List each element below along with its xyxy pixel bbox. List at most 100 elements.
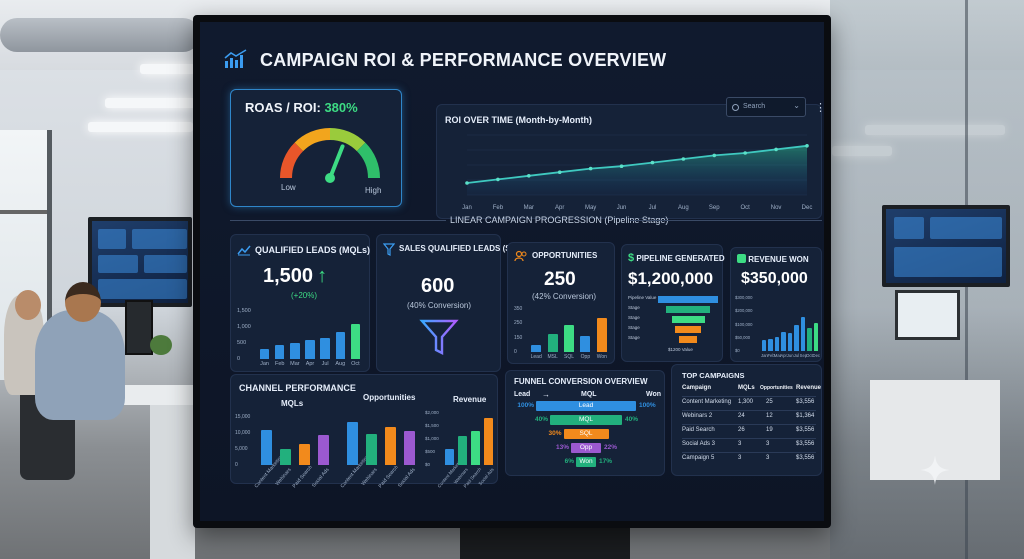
x-tick-label: Jul [321, 361, 329, 367]
more-options-icon[interactable]: ⋮ [815, 102, 826, 114]
roi-month-label: Sep [709, 205, 720, 211]
bar [298, 444, 311, 465]
roi-month-label: Apr [555, 205, 564, 211]
x-tick-label: Opp [580, 354, 591, 360]
mql-card[interactable]: QUALIFIED LEADS (MQLs) 1,500 ↑ (+20%) 1,5… [230, 234, 370, 372]
revenue-title: REVENUE WON [737, 254, 809, 264]
y-tick-label: 250 [514, 320, 523, 327]
roi-point [619, 164, 624, 168]
opportunities-card[interactable]: OPPORTUNITIES 250 (42% Conversion) 350 25… [507, 242, 615, 364]
filter-icon [383, 243, 395, 256]
table-cell: $1,364 [796, 413, 815, 419]
roi-point [774, 147, 778, 152]
sql-card[interactable]: SALES QUALIFIED LEADS (SQLs) 600 (40% Co… [376, 234, 529, 372]
search-box[interactable]: Search ⌄ [726, 97, 806, 117]
opportunities-conversion: (42% Conversion) [532, 292, 597, 301]
y-tick-label: $100,000 [735, 321, 753, 327]
funnel-right-pct: 17% [599, 458, 613, 465]
funnel-bar: SQL [563, 429, 609, 439]
funnel-conversion-card[interactable]: FUNNEL CONVERSION OVERVIEW Lead → MQL Wo… [505, 370, 665, 476]
channel-performance-card[interactable]: CHANNEL PERFORMANCE MQLs Opportunities R… [230, 374, 498, 489]
channel-mqls-label: MQLs [281, 399, 304, 408]
pc-monitor [895, 290, 960, 340]
table-cell: Paid Search [682, 427, 715, 433]
ceiling-duct [0, 18, 200, 52]
chart-logo-icon [224, 49, 247, 68]
table-rule [682, 396, 816, 397]
revenue-bar-chart: $300,000 $200,000 $100,000 $50,000 $0 Jan Feb M… [735, 294, 821, 360]
roas-card[interactable]: ROAS / ROI: 380% Low High [230, 89, 402, 207]
table-cell: 3 [738, 441, 742, 447]
x-tick-label: Content Marketing [253, 454, 284, 490]
pipeline-row-label: Stage [628, 335, 640, 340]
roas-label: ROAS / ROI: [245, 100, 325, 115]
funnel-right-pct: 22% [604, 444, 618, 451]
top-campaigns-title: TOP CAMPAIGNS [682, 371, 745, 380]
y-tick-label: 500 [237, 340, 247, 346]
x-tick-label: Aug [335, 361, 346, 367]
table-cell: 1,300 [738, 399, 754, 405]
wall-display-panel [144, 255, 187, 273]
section-divider-right [630, 220, 822, 221]
channel-opps-label: Opportunities [363, 393, 416, 402]
dashboard-title: CAMPAIGN ROI & PERFORMANCE OVERVIEW [260, 50, 667, 70]
y-tick-label: 10,000 [235, 430, 251, 436]
roi-month-label: Jan [462, 205, 472, 211]
table-cell: 19 [766, 427, 773, 433]
funnel-left-pct: 100% [517, 402, 534, 409]
bar [275, 344, 285, 359]
roi-month-label: Jul [649, 205, 657, 211]
roi-month-label: May [585, 205, 596, 211]
x-tick-label: Jun [786, 353, 794, 358]
roi-point [496, 177, 500, 182]
roi-point [465, 181, 469, 185]
roas-value: 380% [324, 100, 358, 115]
bar [800, 317, 806, 351]
y-tick-label: $200,000 [735, 308, 753, 314]
table-rule [682, 424, 816, 425]
table-cell: $3,556 [796, 427, 815, 433]
funnel-left-pct: 40% [534, 416, 548, 423]
funnel-bar: Opp [571, 443, 601, 453]
x-tick-label: Apr [305, 361, 315, 367]
bar [279, 449, 292, 465]
top-campaigns-card[interactable]: TOP CAMPAIGNS Campaign MQLs Opportunities R… [671, 364, 822, 476]
table-cell: Campaign 5 [682, 455, 715, 461]
roi-month-label: Mar [524, 205, 534, 211]
search-input[interactable]: Search [743, 103, 766, 110]
person-man-head [65, 282, 101, 322]
revenue-card[interactable]: REVENUE WON $350,000 $300,000 $200,000 $10… [730, 247, 822, 362]
funnel-rows: 100% Lead 100% 40% MQL 40% 30% SQL 13% Opp 22% 6% Wo… [506, 401, 666, 475]
money-bag-icon [737, 254, 746, 263]
pipeline-card[interactable]: $ PIPELINE GENERATED $1,200,000 Pipeline… [621, 244, 725, 362]
person-woman-head [15, 290, 41, 320]
table-cell: Social Ads 3 [682, 441, 716, 447]
bar [403, 431, 416, 465]
wall-display-panel [894, 217, 924, 239]
sql-value: 600 [421, 275, 455, 297]
wall-display-right [882, 205, 1010, 287]
x-tick-label: Mar [290, 361, 300, 367]
roi-point [743, 151, 747, 155]
x-tick-label: SQL [563, 354, 574, 360]
opportunities-bar-chart: 350 250 150 0 Lead MSL SQL Opp Won [514, 305, 612, 361]
bar [335, 331, 345, 359]
bar [484, 418, 493, 465]
mql-value: 1,500 ↑ [263, 265, 327, 288]
pipeline-bar [658, 296, 718, 303]
chevron-down-icon[interactable]: ⌄ [793, 101, 800, 110]
channel-mql-chart: 15,000 10,000 5,000 0 Content Marketing Webin… [235, 413, 335, 489]
x-tick-label: Content Marketing [339, 454, 370, 490]
y-tick-label: 150 [514, 334, 523, 341]
wall-display-panel [98, 229, 126, 249]
roi-over-time-card[interactable]: ROI OVER TIME (Month-by-Month) Jan Feb Mar… [436, 104, 822, 219]
search-icon [732, 104, 739, 111]
channel-revenue-chart: $2,000 $1,500 $1,000 $500 $0 Content Marketin… [425, 409, 497, 489]
bar [596, 317, 607, 352]
top-campaigns-table: Campaign MQLs Opportunities Revenue Content … [672, 383, 823, 475]
x-tick-label: MSL [547, 354, 558, 360]
roi-point [557, 170, 562, 174]
table-cell: 24 [738, 413, 745, 419]
pipeline-bar [679, 336, 697, 343]
roi-chart-title: ROI OVER TIME (Month-by-Month) [445, 115, 592, 125]
